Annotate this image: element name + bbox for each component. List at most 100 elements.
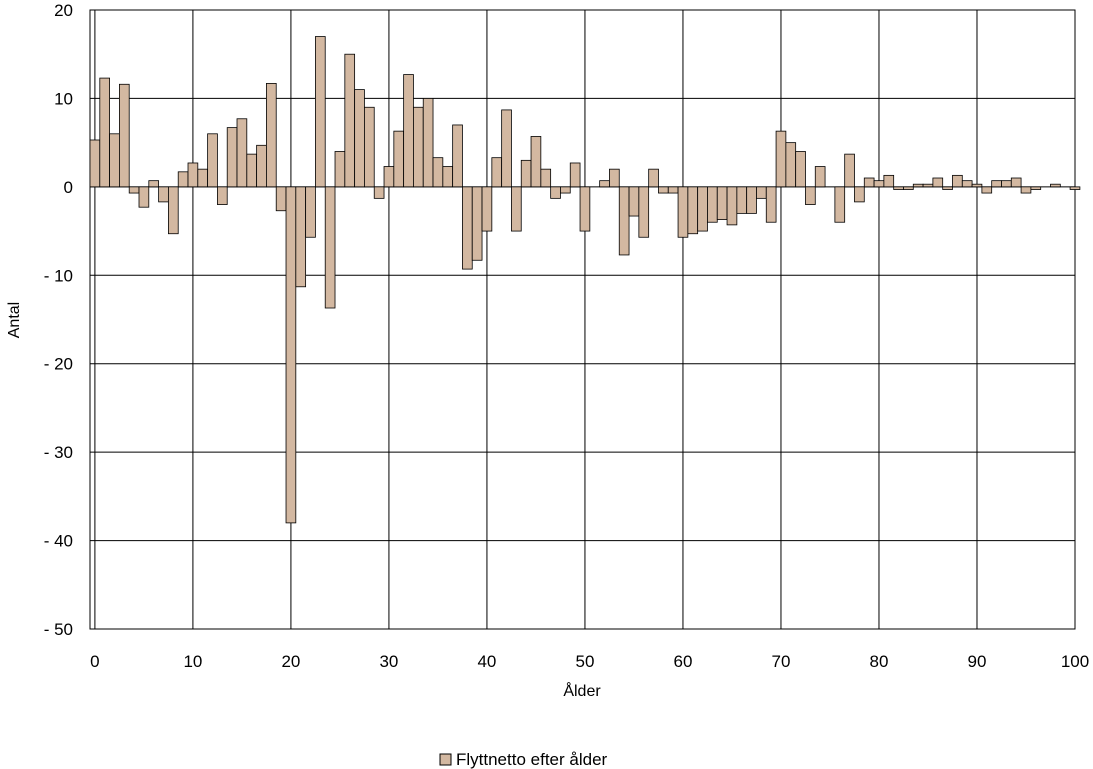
bar [177, 171, 189, 188]
bar [354, 89, 365, 188]
bar [854, 186, 865, 203]
bar [138, 186, 150, 208]
y-tick-label: 10 [54, 89, 73, 108]
x-tick-label: 0 [90, 652, 99, 671]
bar [403, 74, 414, 188]
bar [569, 162, 581, 188]
bar [422, 98, 434, 188]
bar [275, 186, 287, 212]
bar [893, 186, 904, 190]
bar [119, 83, 130, 188]
bar [462, 186, 473, 270]
bar [187, 162, 199, 188]
bar [834, 186, 846, 223]
bar [736, 186, 748, 214]
bar [912, 183, 924, 188]
x-tick-label: 80 [870, 652, 889, 671]
bar [981, 186, 993, 194]
bar [922, 183, 934, 188]
bar [795, 151, 806, 188]
bar [648, 168, 659, 188]
bar [873, 180, 885, 188]
y-axis-title: Antal [6, 302, 23, 338]
bar [609, 168, 620, 188]
x-tick-label: 10 [183, 652, 202, 671]
bar [520, 159, 532, 188]
x-tick-label: 100 [1061, 652, 1089, 671]
x-tick-label: 60 [673, 652, 692, 671]
bar [971, 183, 983, 188]
bar [266, 83, 277, 188]
bar [579, 186, 591, 232]
bar [952, 174, 963, 188]
x-axis-title: Ålder [563, 681, 601, 700]
y-tick-labels: 20 10 0 - 10 - 20 - 30 - 40 - 50 [44, 1, 73, 639]
bar [883, 174, 895, 188]
bar [991, 180, 1002, 188]
bar [1001, 180, 1012, 188]
bar [667, 186, 679, 194]
bar [550, 186, 561, 199]
bar [491, 157, 503, 188]
bar [413, 106, 424, 188]
bar [236, 118, 248, 188]
bar [638, 186, 650, 238]
bar [726, 186, 738, 226]
x-tick-label: 90 [968, 652, 987, 671]
bar [256, 144, 267, 188]
y-tick-label: 20 [54, 1, 73, 20]
bar [432, 157, 444, 188]
bar [246, 153, 258, 188]
bar [109, 133, 120, 188]
bar [942, 186, 953, 190]
plot-border [89, 9, 1076, 630]
bar [344, 53, 356, 188]
bar [383, 166, 395, 188]
bar [785, 142, 797, 188]
bar [805, 186, 816, 205]
bar [305, 186, 316, 238]
bars [89, 36, 1081, 524]
bar [315, 36, 326, 188]
bar [226, 127, 238, 188]
y-tick-label: 0 [64, 178, 73, 197]
bar [677, 186, 689, 238]
bar [746, 186, 757, 214]
bar [197, 168, 209, 188]
bar [716, 186, 728, 220]
bar [844, 153, 855, 188]
bar [364, 106, 375, 188]
bar [128, 186, 140, 194]
bar [707, 186, 718, 223]
y-tick-label: - 40 [44, 532, 73, 551]
x-tick-label: 50 [575, 652, 594, 671]
bar [501, 109, 512, 188]
bar [99, 77, 111, 188]
bar [697, 186, 708, 232]
bar [393, 130, 405, 188]
bar [295, 186, 307, 288]
bar [511, 186, 522, 232]
bar [863, 177, 875, 188]
legend-label: Flyttnetto efter ålder [456, 750, 608, 769]
bar [756, 186, 767, 199]
bar [1020, 186, 1032, 194]
bar [903, 186, 914, 190]
bar [89, 139, 101, 188]
bar [334, 151, 346, 188]
bar [471, 186, 483, 261]
bar [814, 166, 826, 188]
bar [285, 186, 297, 524]
bar [687, 186, 699, 235]
bar [618, 186, 630, 256]
bar [1050, 183, 1061, 188]
gridlines [89, 9, 1076, 630]
bar [452, 124, 463, 188]
x-tick-labels: 0 10 20 30 40 50 60 70 80 90 100 [90, 652, 1089, 671]
bar [530, 136, 542, 188]
x-tick-label: 70 [772, 652, 791, 671]
bar [1030, 186, 1042, 190]
bar [961, 180, 973, 188]
bar [540, 168, 552, 188]
